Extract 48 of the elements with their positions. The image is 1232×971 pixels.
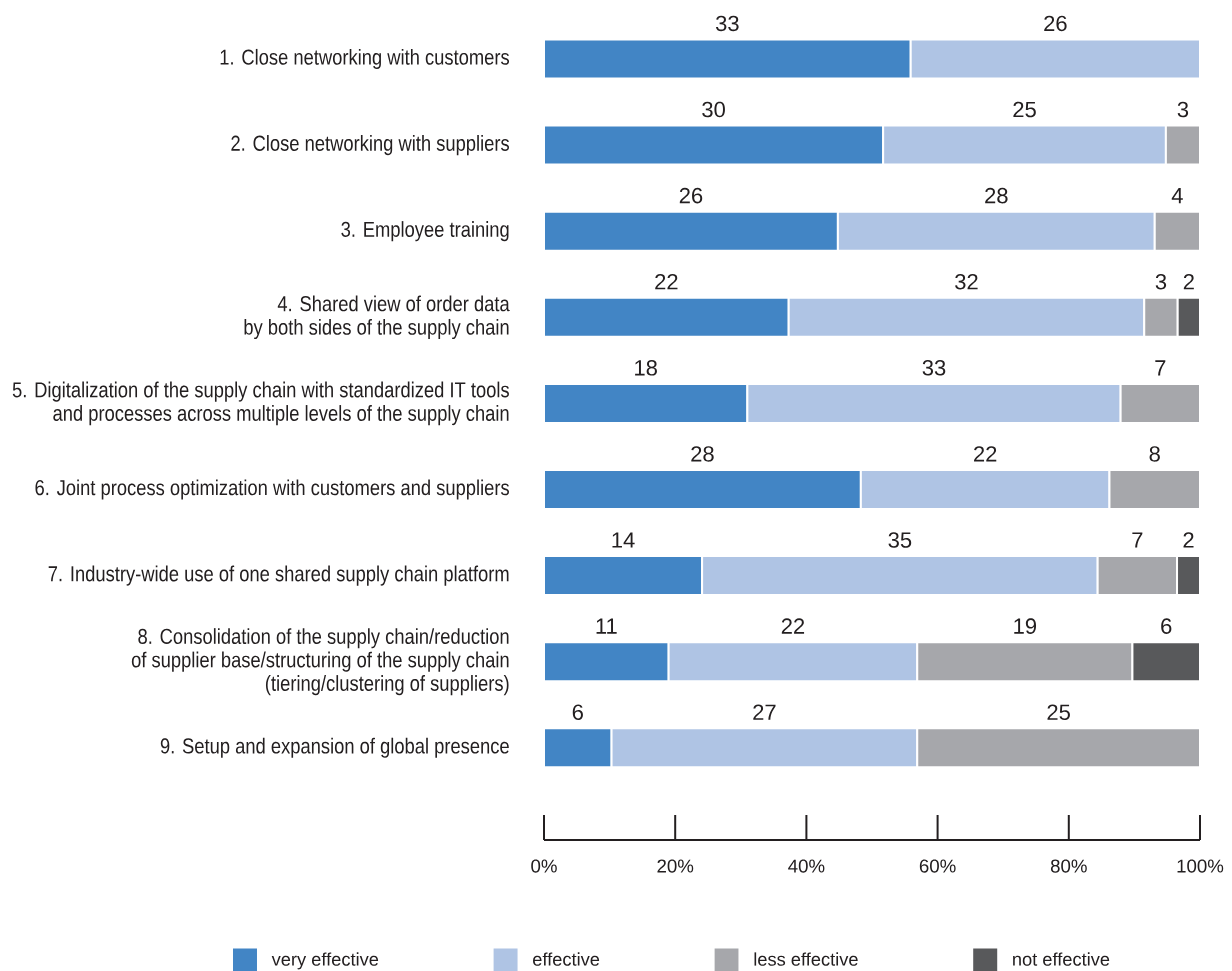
annotation: 28: [691, 446, 714, 462]
x-tick-label: 60%: [919, 859, 956, 873]
y-tick-label: 6. Joint process optimization with customers and suppliers: [35, 479, 509, 500]
annotation: 19: [1014, 618, 1037, 634]
annotation: 33: [922, 360, 946, 376]
annotation: 8: [1149, 446, 1160, 462]
annotation: 25: [1047, 704, 1070, 721]
annotation: 35: [888, 532, 912, 548]
annotation: 18: [635, 360, 657, 376]
x-tick-label: 40%: [788, 859, 825, 873]
annotation: 3: [1155, 273, 1167, 290]
annotation: 26: [1044, 15, 1067, 32]
annotation: 32: [955, 273, 978, 290]
y-tick-label: 8. Consolidation of the supply chain/reduction of supplier base/structuring of the supply chain (tiering/clustering of suppliers): [131, 628, 509, 696]
annotation: 14: [612, 532, 635, 548]
x-tick-label: 20%: [657, 859, 694, 873]
legend-label: effective: [533, 952, 600, 966]
annotation: 30: [702, 101, 725, 118]
y-tick-label: 1. Close networking with customers: [220, 48, 510, 70]
annotation: 22: [974, 446, 997, 462]
x-tick-label: 0%: [531, 859, 557, 873]
annotation: 2: [1183, 273, 1194, 290]
legend-label: less effective: [754, 952, 858, 966]
annotation: 7: [1155, 360, 1166, 376]
y-tick-label: 4. Shared view of order data by both sides of the supply chain: [244, 295, 510, 340]
y-tick-label: 9. Setup and expansion of global presence: [160, 737, 509, 758]
annotation: 11: [596, 618, 617, 634]
legend-label: not effective: [1013, 952, 1110, 966]
x-tick-label: 80%: [1050, 859, 1087, 873]
annotation: 25: [1013, 101, 1036, 118]
annotation: 28: [985, 187, 1008, 204]
annotation: 22: [781, 618, 805, 634]
annotation: 7: [1132, 532, 1143, 548]
x-tick-label: 100%: [1177, 859, 1224, 873]
y-tick-label: 2. Close networking with suppliers: [231, 135, 509, 156]
annotation: 6: [1161, 618, 1172, 634]
legend-label: very effective: [271, 952, 379, 970]
annotation: 4: [1171, 188, 1183, 204]
annotation: 6: [572, 704, 583, 721]
annotation: 26: [679, 187, 703, 204]
annotation: 2: [1183, 532, 1194, 548]
annotation: 22: [655, 273, 678, 290]
annotation: 27: [753, 704, 776, 720]
y-tick-label: 7. Industry-wide use of one shared supply chain platform: [48, 565, 509, 586]
annotation: 33: [715, 15, 739, 32]
y-tick-label: 3. Employee training: [341, 221, 509, 242]
y-tick-label: 5. Digitalization of the supply chain with standardized IT tools and processes across multiple levels of the supply chain: [12, 381, 509, 426]
annotation: 3: [1177, 101, 1189, 118]
